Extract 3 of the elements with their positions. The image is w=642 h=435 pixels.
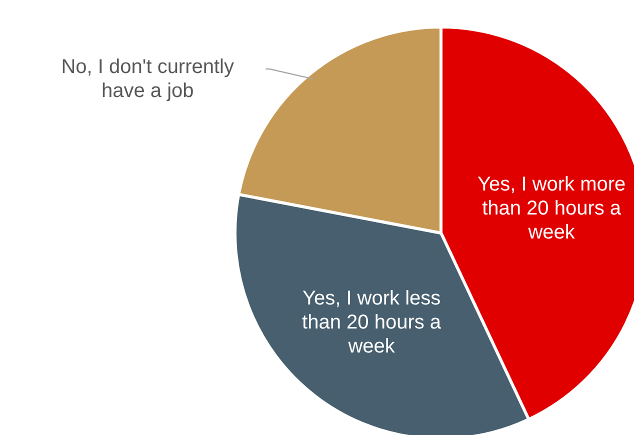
slice-label: No, I don't currently have a job <box>61 56 234 102</box>
slice-label: Yes, I work less than 20 hours a week <box>302 288 442 358</box>
slice-label: Yes, I work more than 20 hours a week <box>477 173 626 244</box>
